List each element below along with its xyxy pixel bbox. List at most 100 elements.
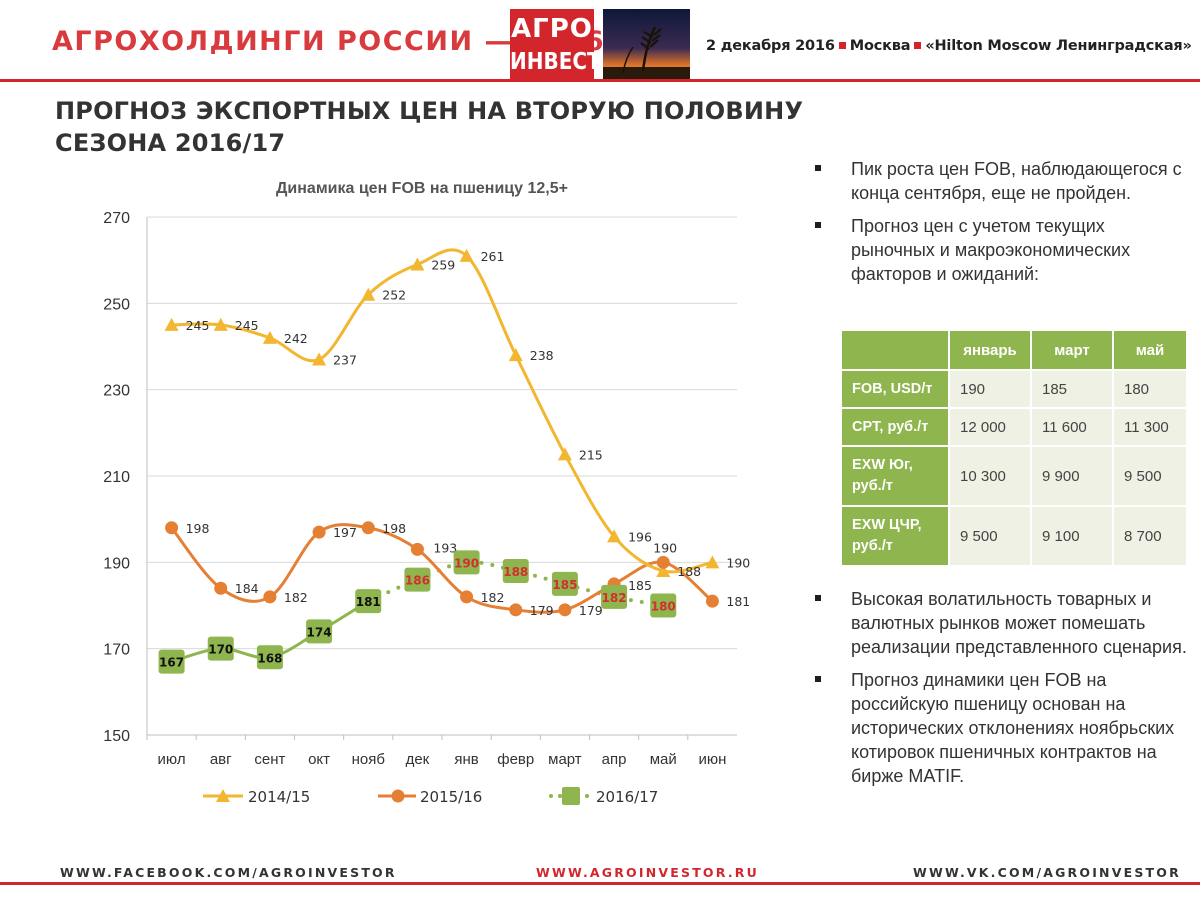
logo-line1: АГРО	[511, 14, 593, 44]
header-divider	[0, 79, 1200, 82]
series-point-2016-17	[601, 584, 628, 609]
table-row-label: EXW Юг, руб./т	[842, 447, 948, 505]
data-label-2016-17: 167	[159, 656, 184, 670]
series-point-2014-15	[459, 248, 474, 262]
data-label-2016-17: 182	[602, 591, 627, 605]
table-row: EXW Юг, руб./т 10 300 9 900 9 500	[842, 447, 1186, 505]
table-cell: 9 100	[1032, 507, 1112, 565]
series-point-2014-15	[557, 447, 572, 461]
series-point-2014-15	[312, 352, 327, 366]
bullet-list-bottom: Высокая волатильность товарных и валютны…	[813, 587, 1193, 797]
table-row: EXW ЦЧР, руб./т 9 500 9 100 8 700	[842, 507, 1186, 565]
series-point-2016-17	[256, 645, 283, 670]
series-point-2016-17	[650, 593, 677, 618]
data-label-2014-15: 215	[579, 447, 603, 462]
series-point-2016-17	[355, 589, 382, 614]
data-label-2014-15: 237	[333, 352, 357, 367]
data-label-2015-16: 198	[186, 521, 210, 536]
series-point-2015-16	[558, 603, 572, 617]
legend-label: 2014/15	[248, 788, 310, 806]
data-label-2014-15: 238	[530, 348, 554, 363]
series-point-2016-17	[502, 558, 529, 583]
x-tick-label: февр	[497, 751, 534, 768]
bullet-item: Высокая волатильность товарных и валютны…	[813, 587, 1193, 659]
data-label-2014-15: 245	[235, 318, 259, 333]
table-cell: 185	[1032, 371, 1112, 407]
data-label-2016-17: 185	[552, 578, 577, 592]
data-label-2015-16: 197	[333, 525, 357, 540]
data-label-2015-16: 182	[284, 590, 308, 605]
table-cell: 190	[950, 371, 1030, 407]
bullet-list-top: Пик роста цен FOB, наблюдающегося с конц…	[813, 157, 1193, 295]
series-point-2015-16	[361, 521, 375, 535]
x-tick-label: сент	[254, 751, 285, 768]
data-label-2016-17: 190	[454, 556, 479, 570]
wheat-sunset-image	[603, 9, 690, 80]
slide-title-line1: ПРОГНОЗ ЭКСПОРТНЫХ ЦЕН НА ВТОРУЮ ПОЛОВИН…	[55, 97, 804, 125]
series-point-2016-17	[404, 567, 431, 592]
series-point-2015-16	[410, 542, 424, 556]
y-tick-label: 270	[103, 210, 130, 227]
table-row-label: EXW ЦЧР, руб./т	[842, 507, 948, 565]
x-tick-label: нояб	[352, 751, 385, 768]
data-label-2014-15: 190	[726, 555, 750, 570]
bullet-item: Прогноз цен с учетом текущих рыночных и …	[813, 214, 1193, 286]
data-label-2014-15: 242	[284, 331, 308, 346]
header: АГРОХОЛДИНГИ РОССИИ — 2016 АГРО ИНВЕСТОР…	[0, 0, 1200, 82]
footer-vk-link[interactable]: WWW.VK.COM/AGROINVESTOR	[913, 865, 1181, 880]
data-label-2016-17: 174	[307, 625, 332, 639]
y-tick-label: 230	[103, 383, 130, 400]
table-header-cell: май	[1114, 331, 1186, 369]
slide-title: ПРОГНОЗ ЭКСПОРТНЫХ ЦЕН НА ВТОРУЮ ПОЛОВИН…	[55, 95, 803, 159]
footer-site-link[interactable]: WWW.AGROINVESTOR.RU	[536, 865, 759, 880]
y-tick-label: 170	[103, 642, 130, 659]
x-tick-label: окт	[308, 751, 330, 768]
footer-divider	[0, 882, 1200, 885]
table-header-cell	[842, 331, 948, 369]
data-label-2014-15: 188	[677, 564, 701, 579]
series-point-2014-15	[705, 555, 720, 569]
data-label-2015-16: 185	[628, 578, 652, 593]
data-label-2016-17: 168	[257, 651, 282, 665]
series-point-2014-15	[262, 330, 277, 344]
event-info: 2 декабря 2016 Москва «Hilton Moscow Ленин…	[706, 38, 1192, 54]
table-row-label: CPT, руб./т	[842, 409, 948, 445]
x-tick-label: апр	[602, 751, 627, 768]
series-point-2015-16	[165, 521, 179, 535]
table-row: FOB, USD/т 190 185 180	[842, 371, 1186, 407]
series-point-2016-17	[453, 550, 480, 575]
footer-facebook-link[interactable]: WWW.FACEBOOK.COM/AGROINVESTOR	[60, 865, 397, 880]
data-label-2015-16: 181	[726, 594, 750, 609]
series-point-2014-15	[361, 287, 376, 301]
x-tick-label: авг	[210, 751, 232, 768]
series-point-2014-15	[164, 317, 179, 331]
agroinvestor-logo: АГРО ИНВЕСТОР	[510, 9, 633, 80]
chart-title: Динамика цен FOB на пшеницу 12,5+	[276, 180, 568, 197]
data-label-2014-15: 245	[186, 318, 210, 333]
legend-marker-2014-15	[216, 789, 230, 802]
y-tick-label: 250	[103, 296, 130, 313]
y-tick-label: 150	[103, 728, 130, 745]
logo-line2: ИНВЕСТОР	[510, 47, 633, 75]
data-label-2016-17: 186	[405, 574, 430, 588]
table-header-cell: март	[1032, 331, 1112, 369]
table-cell: 180	[1114, 371, 1186, 407]
x-tick-label: дек	[406, 751, 430, 768]
x-tick-label: июн	[698, 751, 726, 768]
series-point-2016-17	[207, 636, 234, 661]
data-label-2014-15: 259	[431, 257, 455, 272]
table-row-label: FOB, USD/т	[842, 371, 948, 407]
event-venue: «Hilton Moscow Ленинградская»	[925, 38, 1192, 54]
data-label-2015-16: 184	[235, 581, 259, 596]
x-tick-label: май	[650, 751, 677, 768]
legend-label: 2016/17	[596, 788, 658, 806]
table-cell: 11 300	[1114, 409, 1186, 445]
table-cell: 8 700	[1114, 507, 1186, 565]
slide-title-line2: СЕЗОНА 2016/17	[55, 129, 286, 157]
separator-square-icon	[838, 42, 846, 49]
separator-square-icon	[914, 42, 922, 49]
table-header-cell: январь	[950, 331, 1030, 369]
series-point-2015-16	[656, 555, 670, 569]
data-label-2015-16: 179	[579, 603, 603, 618]
series-line-2014-15	[171, 248, 713, 574]
